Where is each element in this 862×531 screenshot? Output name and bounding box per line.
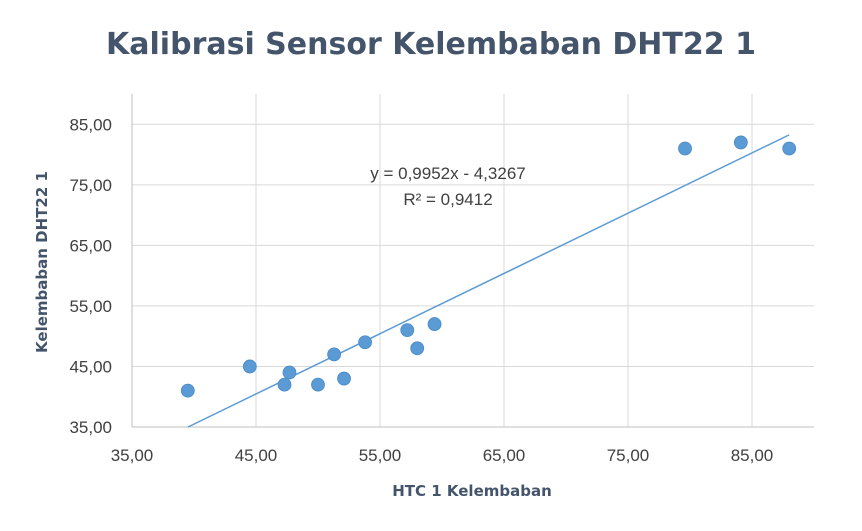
data-point (782, 141, 797, 156)
y-tick-label: 55,00 (69, 297, 112, 316)
x-tick-label: 35,00 (111, 446, 154, 465)
x-axis-label: HTC 1 Kelembaban (392, 482, 552, 500)
tick-labels: 35,00 45,00 55,00 65,00 75,00 85,00 35,00 45,00… (69, 115, 773, 465)
x-tick-label: 55,00 (359, 446, 402, 465)
data-point (242, 359, 257, 374)
y-tick-label: 85,00 (69, 115, 112, 134)
x-tick-label: 75,00 (607, 446, 650, 465)
data-point (180, 383, 195, 398)
data-point (337, 371, 351, 386)
data-points (180, 135, 797, 398)
data-point (410, 341, 425, 356)
data-point (327, 347, 342, 362)
y-tick-label: 75,00 (69, 176, 112, 195)
chart-title: Kalibrasi Sensor Kelembaban DHT22 1 (106, 27, 756, 62)
trendline-equation: y = 0,9952x - 4,3267 (370, 164, 525, 183)
grid-lines (132, 94, 814, 427)
axes (131, 94, 814, 428)
x-tick-label: 65,00 (483, 446, 526, 465)
data-point (678, 141, 692, 156)
y-tick-label: 35,00 (69, 418, 112, 437)
y-tick-label: 65,00 (69, 236, 112, 255)
trendline-r-squared: R² = 0,9412 (403, 190, 492, 209)
data-point (282, 365, 297, 380)
data-point (400, 323, 415, 338)
data-point (311, 377, 325, 392)
data-point (733, 135, 748, 150)
data-point (358, 335, 373, 350)
data-point (427, 317, 442, 331)
data-point (277, 377, 292, 392)
y-axis-label: Kelembaban DHT22 1 (33, 171, 51, 353)
x-tick-label: 45,00 (235, 446, 278, 465)
y-tick-label: 45,00 (69, 357, 112, 376)
x-tick-label: 85,00 (731, 446, 774, 465)
